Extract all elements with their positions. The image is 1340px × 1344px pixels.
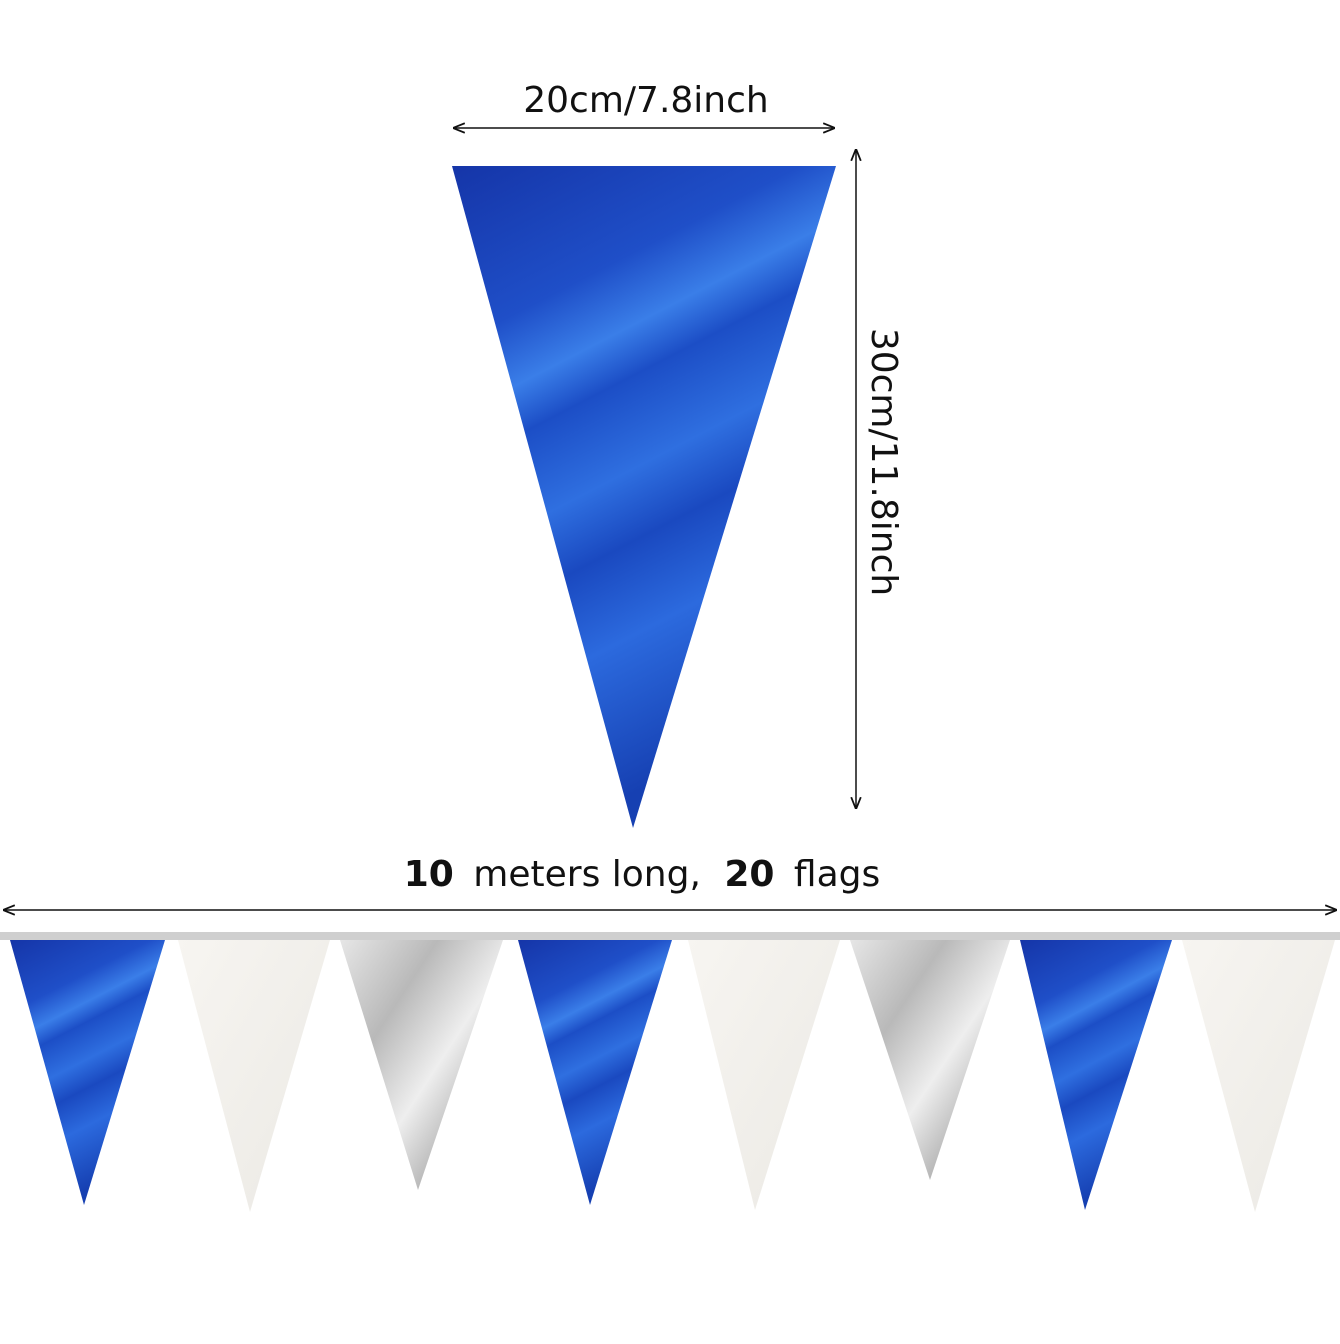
flag-blue	[1020, 940, 1172, 1210]
height-label: 30cm/11.8inch	[863, 328, 904, 596]
length-number: 10	[404, 854, 454, 895]
width-label: 20cm/7.8inch	[523, 80, 768, 121]
flags-number: 20	[724, 854, 774, 895]
flag-white	[1182, 940, 1335, 1212]
flags-text: flags	[794, 854, 880, 895]
flag-silver	[850, 940, 1010, 1180]
banner-string	[0, 932, 1340, 940]
flag-blue	[10, 940, 165, 1205]
length-text: meters long,	[473, 854, 701, 895]
flag-white	[688, 940, 840, 1210]
flag-blue	[518, 940, 672, 1205]
banner-label: 10 meters long, 20 flags	[404, 854, 881, 895]
flag-white	[178, 940, 330, 1212]
flag-silver	[340, 940, 503, 1190]
flag-large	[452, 166, 836, 828]
